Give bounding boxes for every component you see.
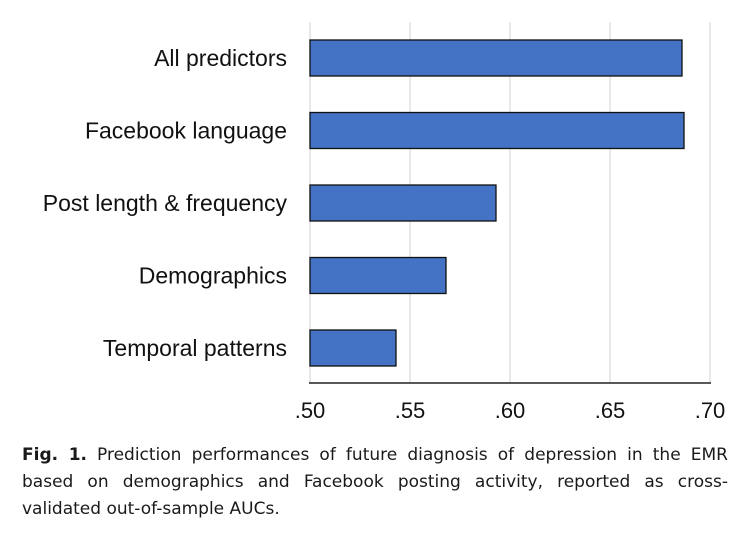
- bar: [309, 329, 397, 367]
- grid-lines: [309, 22, 711, 383]
- bar: [309, 184, 497, 222]
- figure-label: Fig. 1.: [22, 445, 87, 465]
- x-tick-label: .70: [695, 398, 726, 423]
- category-label: Temporal patterns: [103, 335, 287, 361]
- category-label: Post length & frequency: [43, 190, 288, 216]
- figure-caption: Fig. 1. Prediction performances of future…: [22, 442, 728, 523]
- bar: [309, 39, 683, 77]
- category-label: Facebook language: [85, 118, 287, 144]
- x-tick-label: .60: [495, 398, 526, 423]
- x-tick-label: .55: [395, 398, 426, 423]
- category-label: Demographics: [139, 263, 287, 289]
- bars: [309, 39, 685, 367]
- category-label: All predictors: [154, 45, 287, 71]
- x-tick-label: .65: [595, 398, 626, 423]
- x-tick-labels: .50 .55 .60 .65 .70: [295, 398, 726, 423]
- x-tick-label: .50: [295, 398, 326, 423]
- caption-text: Prediction performances of future diagno…: [22, 445, 728, 519]
- bar: [309, 256, 447, 295]
- bar: [309, 111, 685, 150]
- bar-chart: All predictors Facebook language Post leng…: [43, 22, 726, 423]
- category-labels: All predictors Facebook language Post leng…: [43, 45, 288, 361]
